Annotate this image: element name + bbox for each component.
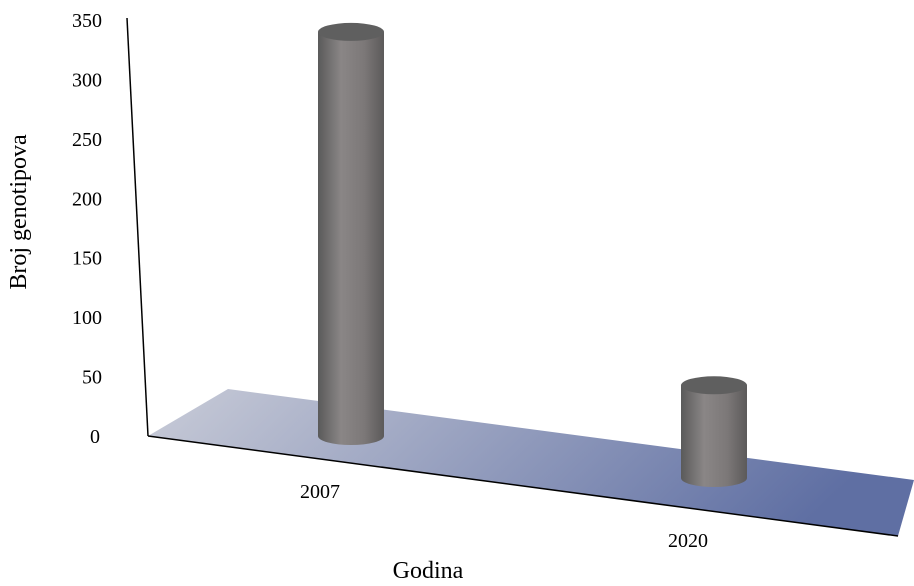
y-tick-label: 50 (82, 367, 102, 389)
y-tick-label: 150 (72, 248, 102, 270)
bars (318, 22, 747, 487)
y-tick-label: 0 (90, 426, 100, 448)
x-axis-title: Godina (393, 558, 464, 584)
category-label: 2020 (668, 530, 708, 552)
x-axis-line (147, 435, 899, 537)
y-axis-title: Broj genotipova (6, 134, 32, 290)
category-labels: 2007 2020 (300, 481, 708, 552)
y-tick-label: 200 (72, 188, 102, 210)
y-tick-label: 300 (72, 69, 102, 91)
category-label: 2007 (300, 481, 340, 503)
bar-2007 (318, 22, 384, 446)
y-tick-label: 350 (72, 10, 102, 32)
y-tick-label: 100 (72, 307, 102, 329)
bar-2020 (681, 376, 747, 487)
bar-top (318, 22, 384, 41)
bar-body (318, 31, 384, 446)
chart-floor (148, 389, 914, 536)
bar-body (681, 385, 747, 487)
bar-top (681, 376, 747, 395)
y-axis-line (126, 17, 149, 437)
y-tick-label: 250 (72, 129, 102, 151)
y-tick-labels: 0 50 100 150 200 250 300 350 (72, 10, 102, 448)
